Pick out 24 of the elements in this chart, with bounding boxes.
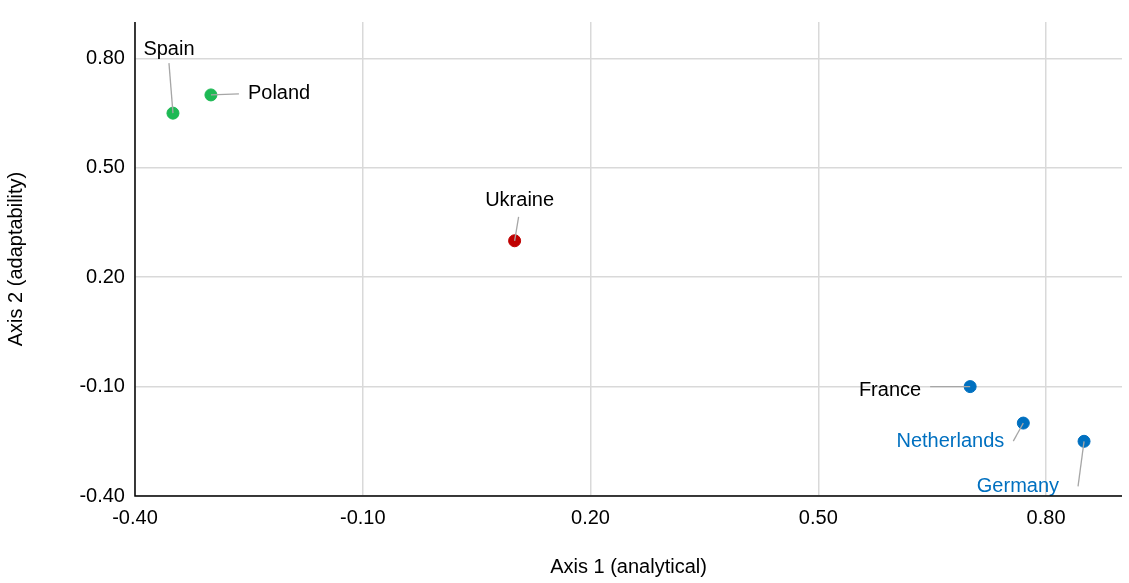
x-axis-title: Axis 1 (analytical)	[550, 554, 707, 577]
x-tick-label: 0.80	[1026, 505, 1066, 528]
annotation: Spain	[143, 36, 195, 59]
point	[508, 234, 522, 248]
point	[1077, 434, 1091, 448]
point	[204, 88, 218, 102]
point	[963, 380, 977, 394]
y-tick-label: -0.40	[79, 483, 125, 506]
annotation: Germany	[976, 473, 1060, 496]
x-tick-label: 0.20	[571, 505, 611, 528]
annotation: Netherlands	[896, 428, 1005, 451]
y-axis-title: Axis 2 (adaptability)	[3, 171, 26, 347]
y-tick-label: 0.50	[86, 155, 125, 178]
y-tick-label: -0.10	[79, 374, 125, 397]
annotation: France	[858, 378, 922, 401]
annotation: Poland	[247, 81, 311, 104]
y-tick-label: 0.20	[86, 264, 125, 287]
point	[1016, 416, 1030, 430]
y-tick-label: 0.80	[86, 45, 125, 68]
point	[166, 106, 180, 120]
x-tick-label: -0.40	[112, 505, 158, 528]
annotation: Ukraine	[485, 188, 555, 211]
x-tick-label: 0.50	[798, 505, 838, 528]
x-tick-label: -0.10	[339, 505, 386, 528]
